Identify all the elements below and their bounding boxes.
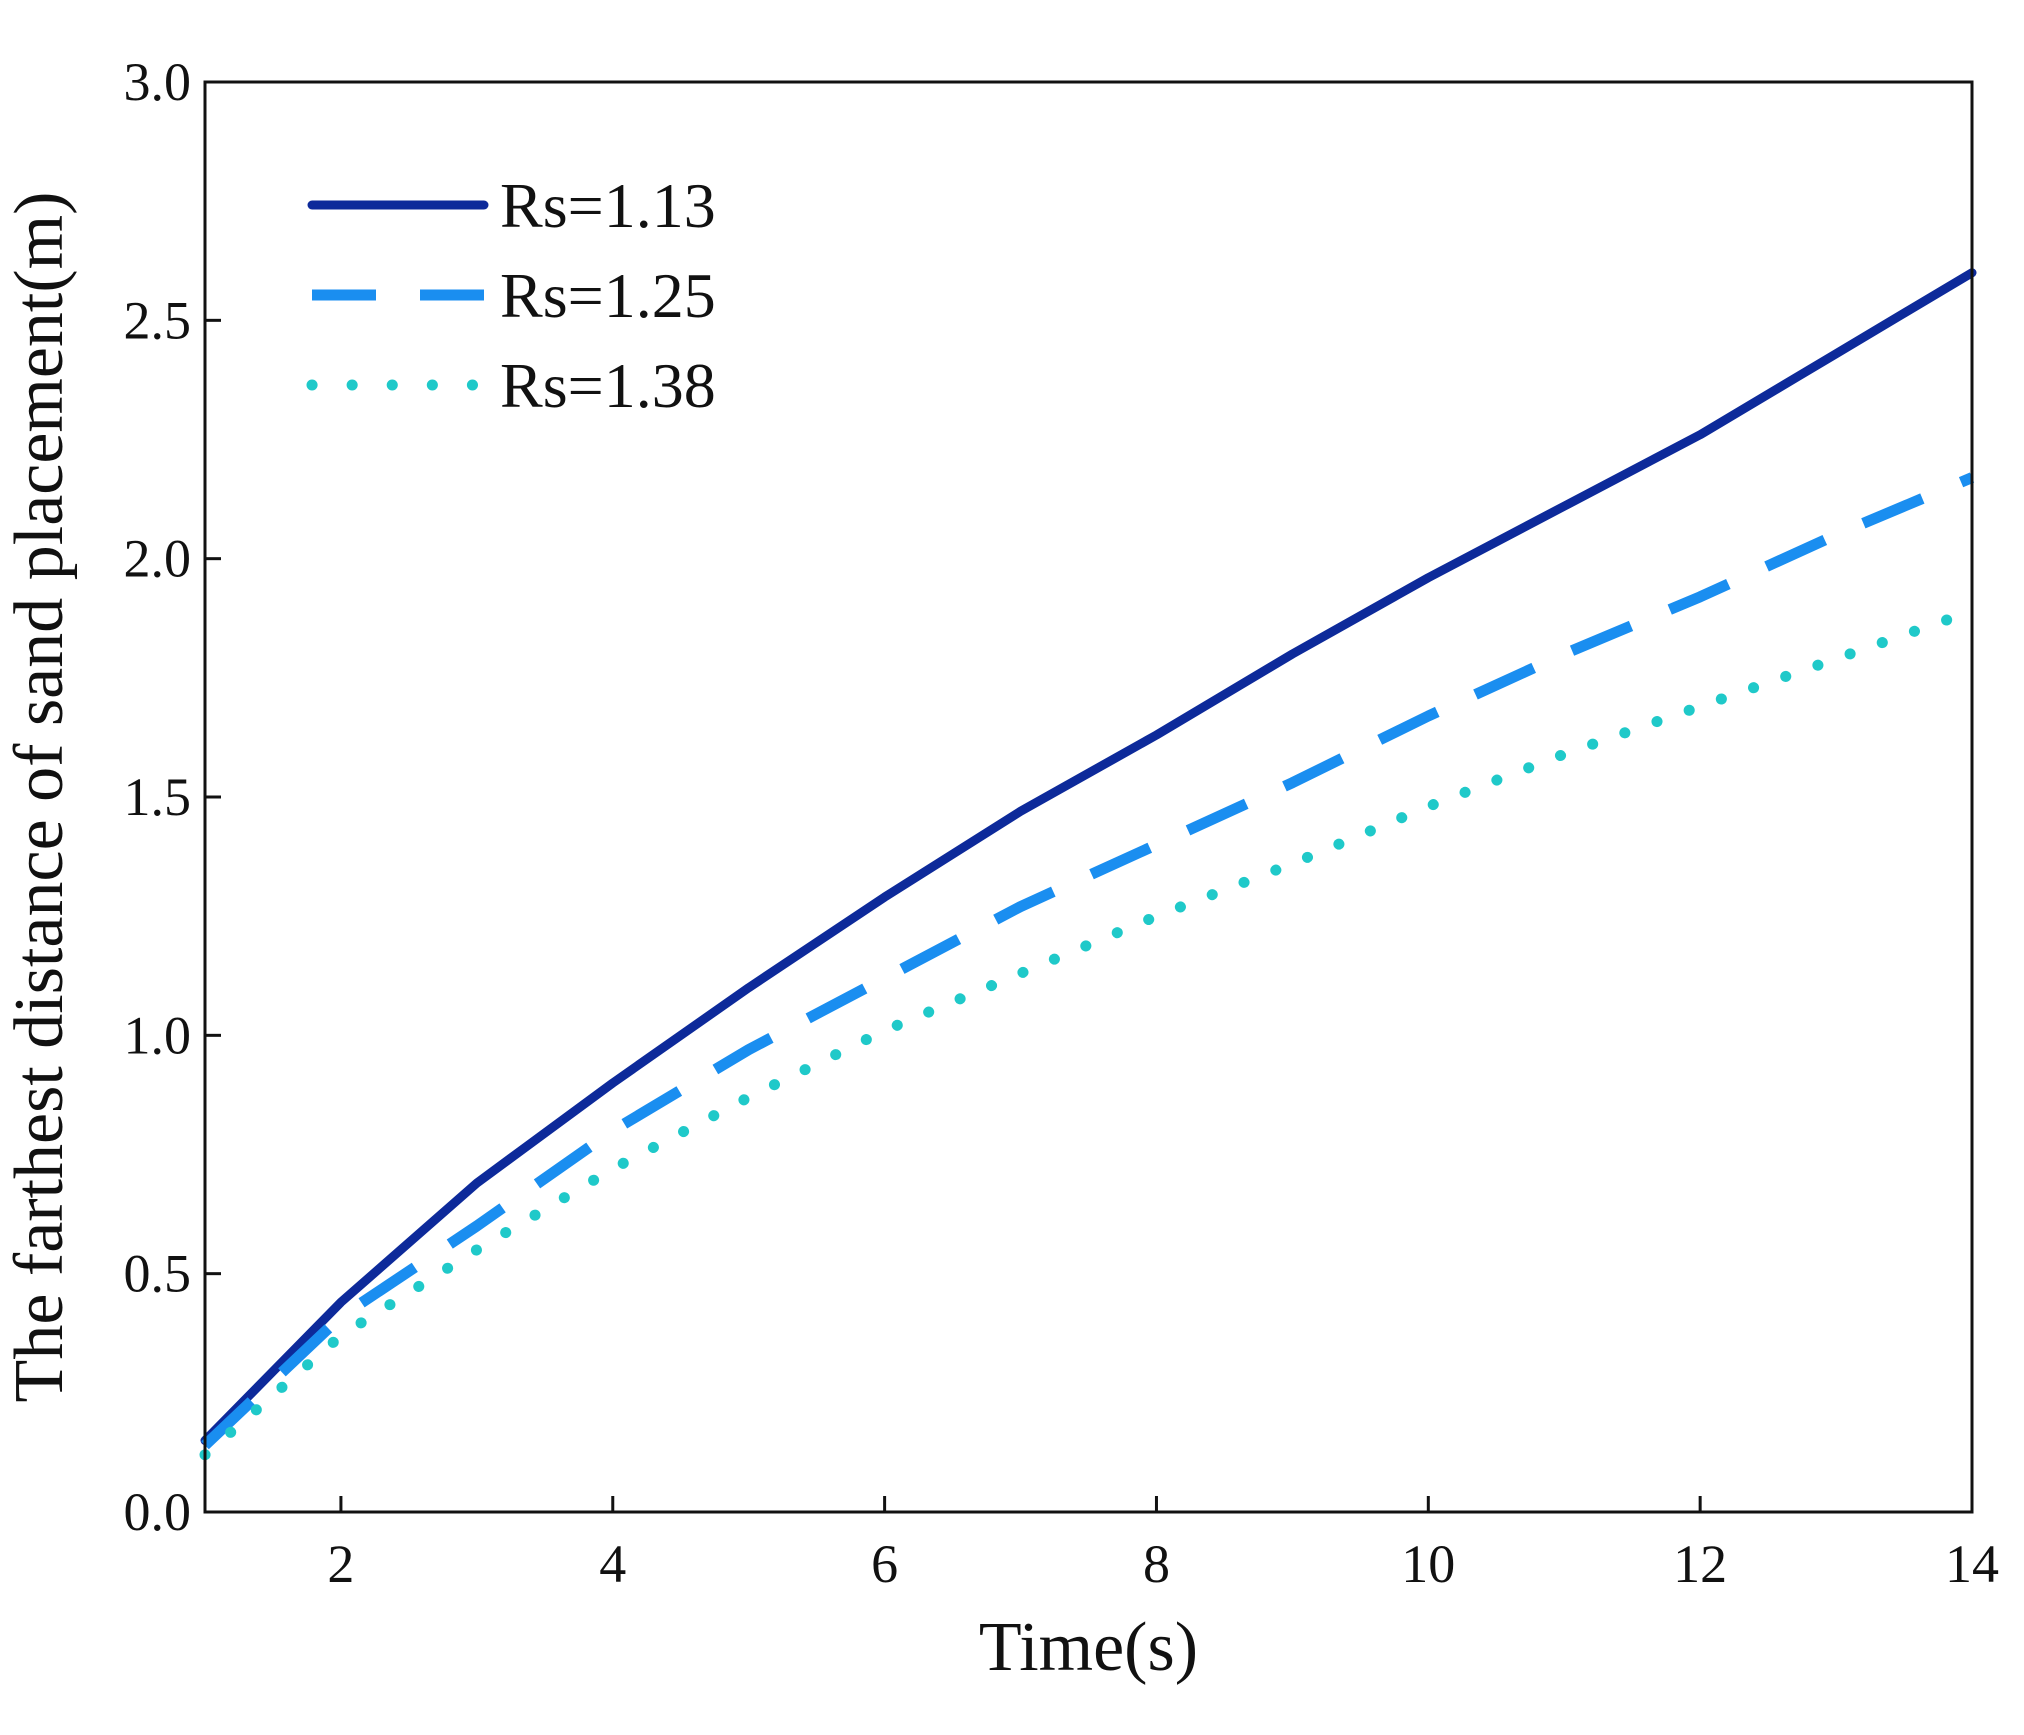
legend-label-1: Rs=1.13 [500, 170, 716, 241]
x-axis-ticks: 2 4 6 8 10 12 14 [327, 1496, 1999, 1594]
y-tick-label: 0.5 [124, 1244, 192, 1304]
x-tick-label: 6 [871, 1534, 898, 1594]
x-axis-title: Time(s) [979, 1609, 1198, 1686]
legend-label-3: Rs=1.38 [500, 350, 716, 421]
plot-frame [203, 80, 1974, 1514]
y-tick-label: 1.0 [124, 1005, 192, 1065]
legend-label-2: Rs=1.25 [500, 260, 716, 331]
x-tick-label: 14 [1945, 1534, 1999, 1594]
y-tick-label: 3.0 [124, 52, 192, 112]
x-tick-label: 10 [1401, 1534, 1455, 1594]
y-axis-title: The farthest distance of sand placement(… [1, 192, 78, 1403]
y-tick-label: 0.0 [124, 1482, 192, 1542]
series-line-2 [201, 472, 1975, 1450]
legend: Rs=1.13 Rs=1.25 Rs=1.38 [306, 170, 716, 421]
x-tick-label: 8 [1143, 1534, 1170, 1594]
x-tick-label: 2 [327, 1534, 354, 1594]
y-tick-label: 2.0 [124, 529, 192, 589]
series-line-3 [199, 605, 1978, 1461]
x-tick-label: 4 [599, 1534, 626, 1594]
y-axis-ticks: 0.0 0.5 1.0 1.5 2.0 2.5 3.0 [124, 52, 221, 1542]
x-tick-label: 12 [1673, 1534, 1727, 1594]
y-tick-label: 1.5 [124, 767, 192, 827]
y-tick-label: 2.5 [124, 290, 192, 350]
series-layer [199, 268, 1978, 1461]
series-line-1 [200, 268, 1977, 1445]
